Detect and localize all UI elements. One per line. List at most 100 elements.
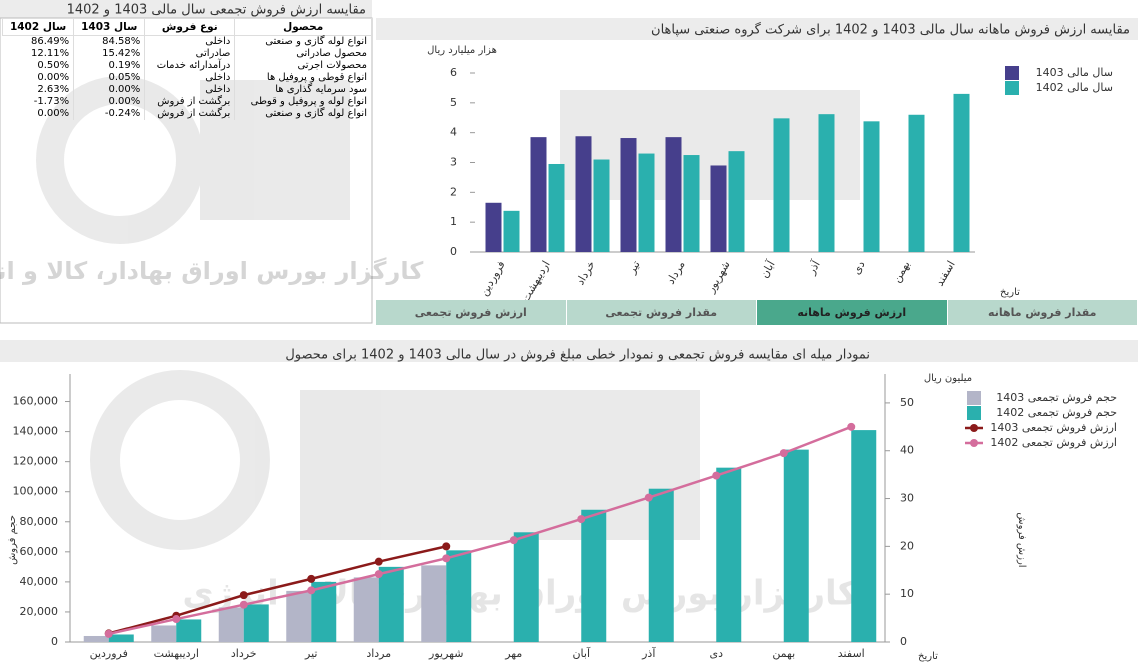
panel-header xyxy=(0,340,1138,362)
bar xyxy=(575,136,592,252)
bar xyxy=(665,137,682,252)
x-tick-label: دی xyxy=(850,258,868,276)
point xyxy=(509,536,518,545)
bar xyxy=(311,581,337,642)
bar xyxy=(421,565,447,642)
x-tick-label: خرداد xyxy=(231,647,257,660)
legend-swatch xyxy=(1005,81,1019,95)
bar xyxy=(908,114,925,253)
table-cell: انواع لوله گازی و صنعتی xyxy=(234,35,372,48)
point xyxy=(712,471,721,480)
legend-label: سال مالی 1403 xyxy=(1036,66,1113,79)
bar xyxy=(620,138,637,252)
point xyxy=(577,515,586,524)
bar xyxy=(710,165,727,252)
table-cell: 84.58% xyxy=(73,35,146,48)
y-tick-label: 5 xyxy=(450,96,457,109)
bar xyxy=(863,121,880,252)
y-axis-label: حجم فروش xyxy=(7,515,18,565)
y2-tick-label: 50 xyxy=(900,396,914,409)
table-cell: 0.00% xyxy=(73,84,146,96)
point xyxy=(307,574,316,583)
legend-swatch xyxy=(967,391,981,405)
y2-unit: میلیون ریال xyxy=(924,373,972,384)
table-cell: صادراتی xyxy=(144,48,236,60)
bar xyxy=(353,577,379,642)
table-cell: 0.50% xyxy=(2,60,75,72)
table-cell: انواع قوطی و پروفیل ها xyxy=(234,72,372,84)
table-cell: 2.63% xyxy=(2,84,75,96)
table-cell: -1.73% xyxy=(2,96,75,108)
y-tick-label: 80,000 xyxy=(20,515,59,528)
bar xyxy=(530,137,547,252)
x-tick-label: اردیبهشت xyxy=(154,647,199,660)
table-cell: 86.49% xyxy=(2,35,75,48)
legend-label: سال مالی 1402 xyxy=(1036,81,1113,94)
y-tick-label: 0 xyxy=(51,635,58,648)
table: محصول نوع فروش سال 1403 سال 1402 انواع لوله … xyxy=(1,18,372,120)
x-tick-label: مرداد xyxy=(366,647,391,660)
table-cell: 12.11% xyxy=(2,48,75,60)
x-tick-label: فروردین xyxy=(90,647,128,660)
column-header: نوع فروش xyxy=(144,18,236,36)
point xyxy=(644,493,653,502)
bar xyxy=(728,151,745,252)
y2-tick-label: 10 xyxy=(900,587,914,600)
bar xyxy=(638,153,655,252)
point xyxy=(442,554,451,563)
y-tick-label: 4 xyxy=(450,126,457,139)
bar xyxy=(286,590,312,642)
table-cell: 0.00% xyxy=(73,96,146,108)
tab[interactable]: مقدار فروش تجمعی xyxy=(566,300,757,325)
panel-header xyxy=(0,0,372,18)
x-tick-label: دی xyxy=(709,647,723,660)
column-header: محصول xyxy=(234,18,372,36)
table-cell: برگشت از فروش xyxy=(144,96,236,108)
x-tick-label: بهمن xyxy=(772,647,795,660)
tab[interactable]: ارزش فروش ماهانه xyxy=(757,300,948,325)
bar xyxy=(953,93,970,252)
y2-tick-label: 20 xyxy=(900,539,914,552)
bar xyxy=(108,634,134,642)
watermark: کارگزار بورس اوراق بهادار، کالا و انرژی xyxy=(0,257,423,285)
y2-axis-label: ارزش فروش xyxy=(1016,512,1027,567)
y-tick-label: 40,000 xyxy=(20,575,59,588)
x-tick-label: آبان xyxy=(757,257,778,280)
point xyxy=(374,570,383,579)
y-tick-label: 20,000 xyxy=(20,605,59,618)
bar xyxy=(818,114,835,252)
table-cell: 0.05% xyxy=(73,72,146,84)
legend-label: ارزش فروش تجمعی 1402 xyxy=(990,436,1117,449)
y-tick-label: 1 xyxy=(450,215,457,228)
table-cell: سود سرمایه گذاری ها xyxy=(234,84,372,96)
bar xyxy=(716,467,742,642)
tab[interactable]: مقدار فروش ماهانه xyxy=(947,300,1138,325)
x-tick-label: مرداد xyxy=(664,258,688,286)
point xyxy=(442,542,451,551)
table-row: سود سرمایه گذاری ها داخلی 0.00% 2.63% xyxy=(2,84,372,96)
bar xyxy=(548,163,565,252)
table-row: انواع لوله و پروفیل و قوطی برگشت از فروش 0… xyxy=(2,96,372,108)
table-cell: درآمدارائه خدمات xyxy=(144,60,236,72)
x-axis-label: تاریخ xyxy=(1000,287,1020,298)
table-cell: انواع لوله و پروفیل و قوطی xyxy=(234,96,372,108)
bar xyxy=(218,607,244,642)
tab-bar: ارزش فروش تجمعی مقدار فروش تجمعی ارزش فروش… xyxy=(376,300,1138,325)
chart-title: مقایسه ارزش فروش ماهانه سال مالی 1403 و … xyxy=(651,22,1130,38)
legend-swatch xyxy=(970,424,978,432)
table-row: محصول صادراتی صادراتی 15.42% 12.11% xyxy=(2,48,372,60)
x-tick-label: تیر xyxy=(625,259,643,277)
table-row: انواع قوطی و پروفیل ها داخلی 0.05% 0.00% xyxy=(2,72,372,84)
y-tick-label: 2 xyxy=(450,185,457,198)
panel-header xyxy=(376,18,1138,40)
y-tick-label: 100,000 xyxy=(13,485,59,498)
legend-swatch xyxy=(970,439,978,447)
tab[interactable]: ارزش فروش تجمعی xyxy=(376,300,567,325)
y-tick-label: 140,000 xyxy=(13,425,59,438)
y-tick-label: 3 xyxy=(450,156,457,169)
table-row: انواع لوله گازی و صنعتی داخلی 84.58% 86.49% xyxy=(2,35,372,48)
y2-tick-label: 40 xyxy=(900,444,914,457)
x-tick-label: اردیبهشت xyxy=(519,259,553,305)
point xyxy=(307,586,316,595)
bar xyxy=(648,488,674,642)
